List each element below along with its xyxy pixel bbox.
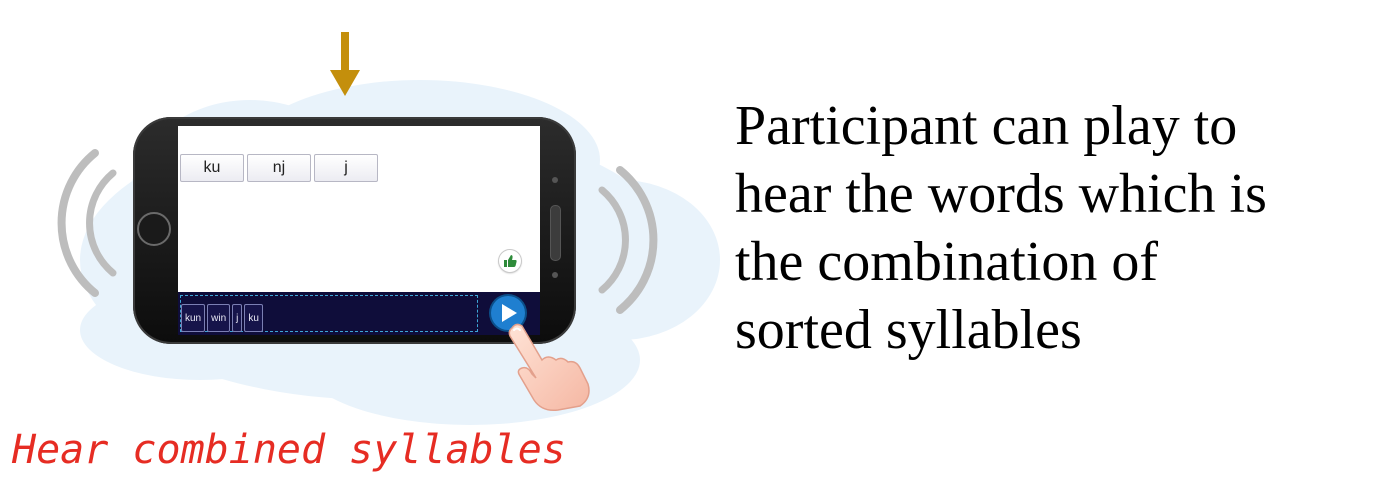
sound-wave-right-icon bbox=[598, 166, 658, 314]
down-arrow-icon bbox=[330, 32, 360, 96]
syllable-tile-row: ku nj j bbox=[180, 154, 378, 182]
syllable-tile[interactable]: ku bbox=[180, 154, 244, 182]
answer-tile[interactable]: ku bbox=[244, 304, 263, 332]
caption-text: Hear combined syllables bbox=[12, 427, 566, 473]
sensor-dot bbox=[552, 272, 558, 278]
answer-tile[interactable]: j bbox=[232, 304, 243, 332]
answer-tile[interactable]: kun bbox=[181, 304, 206, 332]
side-speaker bbox=[550, 205, 561, 261]
answer-tile-row: kun win j ku bbox=[181, 304, 263, 332]
phone-frame: ku nj j kun win j ku bbox=[133, 117, 576, 344]
confirm-button[interactable] bbox=[499, 250, 521, 272]
description-text: Participant can play to hear the words w… bbox=[735, 92, 1385, 364]
description-line: Participant can play to bbox=[735, 95, 1238, 157]
camera-dot bbox=[552, 177, 558, 183]
play-button[interactable] bbox=[491, 296, 525, 330]
play-icon bbox=[502, 304, 517, 322]
thumbs-up-icon bbox=[504, 255, 517, 267]
description-line: hear the words which is bbox=[735, 163, 1267, 225]
answer-tile[interactable]: win bbox=[207, 304, 231, 332]
phone-screen: ku nj j kun win j ku bbox=[178, 126, 540, 335]
answer-drop-zone[interactable] bbox=[180, 295, 478, 332]
answer-bar: kun win j ku bbox=[178, 292, 540, 335]
description-line: the combination of bbox=[735, 231, 1159, 293]
description-line: sorted syllables bbox=[735, 299, 1082, 361]
pointing-hand-icon bbox=[508, 323, 590, 412]
sound-wave-left-icon bbox=[57, 149, 117, 297]
syllable-tile[interactable]: nj bbox=[247, 154, 311, 182]
home-button[interactable] bbox=[137, 212, 171, 246]
syllable-tile[interactable]: j bbox=[314, 154, 378, 182]
